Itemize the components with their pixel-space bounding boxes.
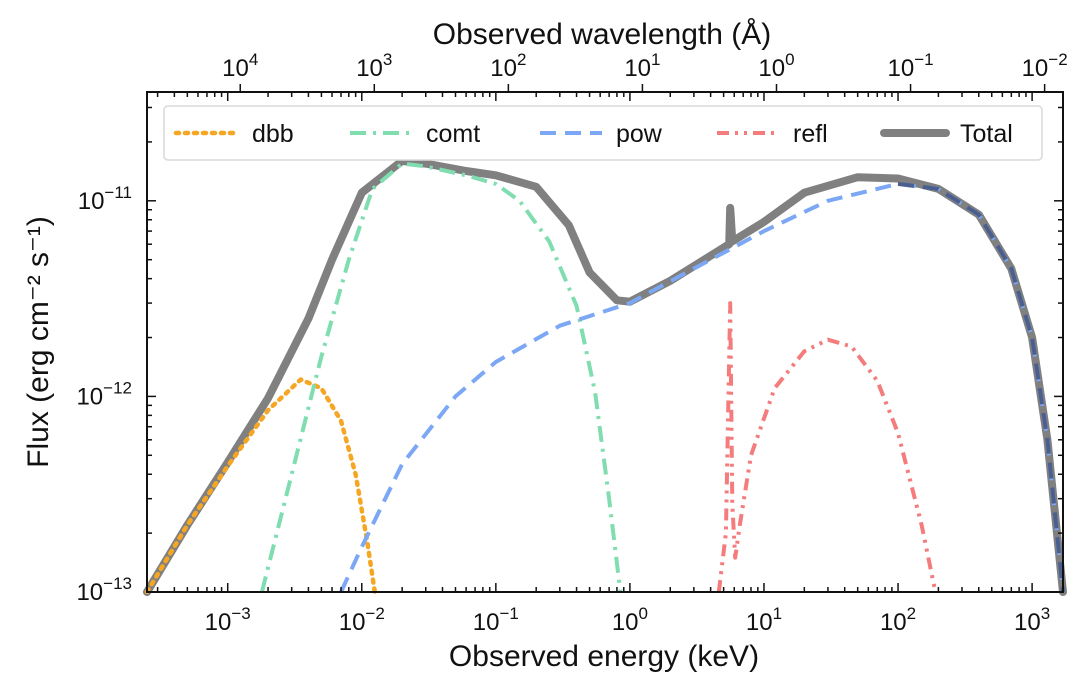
y-axis-title: Flux (erg cm⁻² s⁻¹) xyxy=(22,216,55,468)
x-tick-label: 102 xyxy=(880,604,916,636)
top-tick-label: 10−2 xyxy=(1022,50,1068,82)
series-line-dbb xyxy=(144,377,378,595)
bottom-axis-ticks: 10−3 10−2 10−1 100 101 102 103 xyxy=(156,92,1050,636)
x-tick-label: 100 xyxy=(612,604,648,636)
y-tick-label: 10−12 xyxy=(76,378,132,410)
top-axis-title: Observed wavelength (Å) xyxy=(433,18,772,51)
series-line-pow xyxy=(339,181,1065,593)
legend-label-pow: pow xyxy=(616,120,663,148)
legend-items: dbb comt pow refl Total xyxy=(173,120,1013,148)
top-axis-ticks: 104 103 102 101 100 10−1 10−2 xyxy=(222,50,1068,92)
curves xyxy=(143,156,1067,596)
legend-label-refl: refl xyxy=(793,120,828,148)
x-tick-label: 10−3 xyxy=(205,604,251,636)
x-axis-title: Observed energy (keV) xyxy=(449,640,759,673)
series-line-pow-overlap xyxy=(897,181,1065,593)
legend-label-dbb: dbb xyxy=(252,120,294,148)
x-tick-label: 10−1 xyxy=(473,604,519,636)
legend-box xyxy=(163,105,1043,161)
x-tick-label: 10−2 xyxy=(339,604,385,636)
top-tick-label: 104 xyxy=(222,50,258,82)
series-line-refl xyxy=(716,301,938,593)
legend: dbb comt pow refl Total xyxy=(163,105,1043,161)
y-tick-label: 10−11 xyxy=(78,183,132,215)
top-tick-label: 10−1 xyxy=(888,50,934,82)
series-line-total xyxy=(143,156,1067,596)
top-tick-label: 103 xyxy=(356,50,392,82)
y-tick-label: 10−13 xyxy=(76,574,132,606)
plot-frame xyxy=(146,91,1064,593)
top-tick-label: 101 xyxy=(624,50,660,82)
top-tick-label: 102 xyxy=(490,50,526,82)
legend-label-total: Total xyxy=(960,120,1013,148)
x-tick-label: 101 xyxy=(746,604,782,636)
top-tick-label: 100 xyxy=(758,50,794,82)
x-tick-label: 103 xyxy=(1014,604,1050,636)
series-line-comt xyxy=(259,161,623,593)
legend-label-comt: comt xyxy=(426,120,480,148)
